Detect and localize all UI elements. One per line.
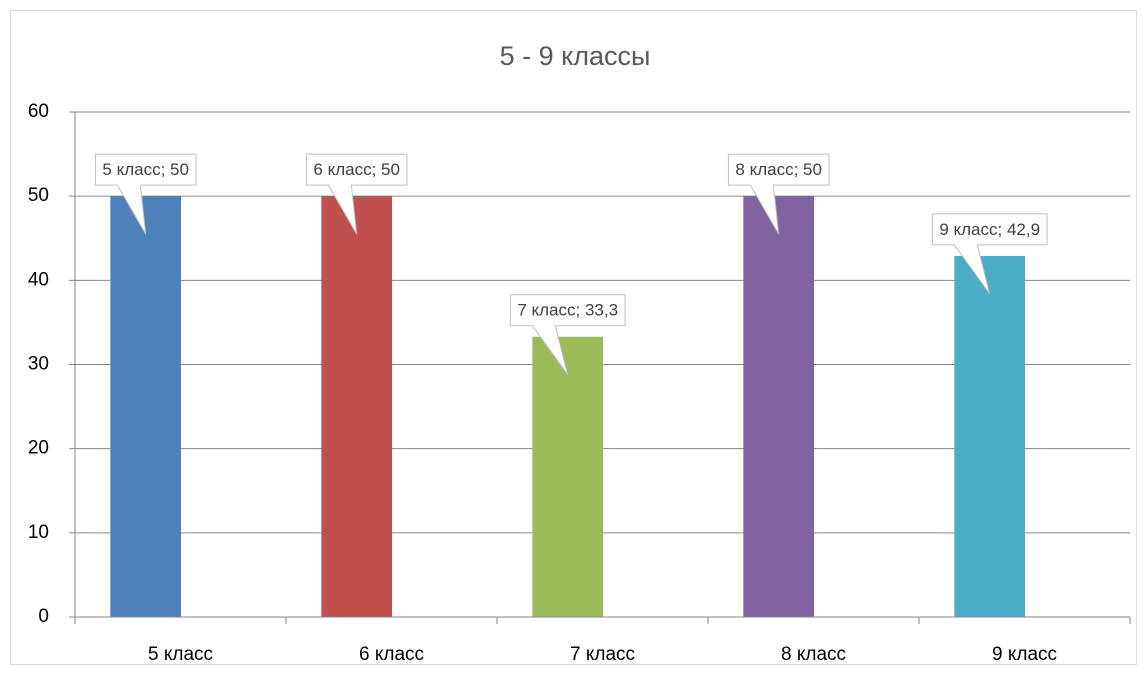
- bar: [532, 336, 604, 617]
- callout: [931, 213, 1048, 295]
- y-tick-label: 30: [28, 354, 49, 375]
- x-tick-label: 5 класс: [148, 644, 213, 665]
- y-tick-label: 50: [28, 185, 49, 206]
- callout: [94, 153, 197, 235]
- x-tick-label: 6 класс: [359, 644, 424, 665]
- bar: [110, 196, 182, 617]
- bar: [743, 196, 815, 617]
- y-tick-label: 0: [38, 606, 49, 627]
- callout: [509, 294, 626, 376]
- y-tick-label: 40: [28, 269, 49, 290]
- callout: [727, 153, 830, 235]
- x-tick-label: 8 класс: [781, 644, 846, 665]
- y-tick-label: 10: [28, 522, 49, 543]
- y-tick-label: 20: [28, 438, 49, 459]
- data-label: 7 класс; 33,3: [517, 301, 618, 320]
- data-label: 8 класс; 50: [735, 160, 822, 179]
- x-tick-label: 7 класс: [570, 644, 635, 665]
- y-tick-label: 60: [28, 101, 49, 122]
- bar: [321, 196, 393, 617]
- callout: [305, 153, 408, 235]
- chart-title: 5 - 9 классы: [500, 41, 651, 71]
- data-label: 5 класс; 50: [102, 160, 189, 179]
- data-label: 6 класс; 50: [313, 160, 400, 179]
- data-label: 9 класс; 42,9: [939, 220, 1040, 239]
- x-tick-label: 9 класс: [992, 644, 1057, 665]
- bar: [954, 255, 1026, 618]
